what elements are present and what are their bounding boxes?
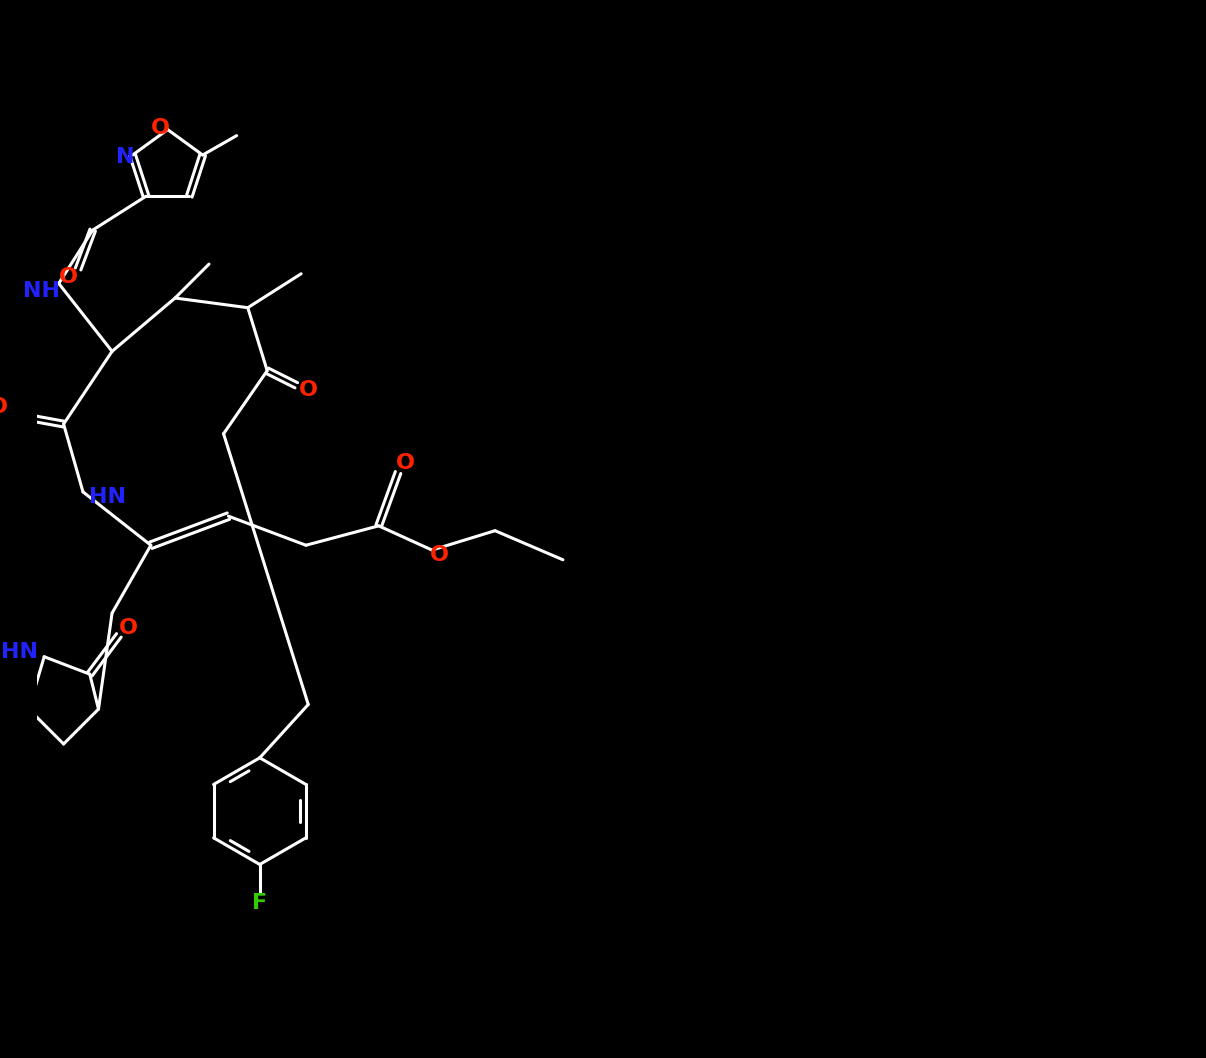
Text: O: O [59, 267, 78, 287]
Text: HN: HN [89, 487, 125, 507]
Text: NH: NH [23, 281, 60, 302]
Text: O: O [397, 453, 415, 473]
Text: O: O [298, 380, 317, 400]
Text: F: F [252, 893, 268, 913]
Text: O: O [151, 117, 169, 138]
Text: O: O [431, 545, 450, 565]
Text: N: N [116, 147, 134, 167]
Text: HN: HN [1, 642, 39, 662]
Text: O: O [119, 618, 137, 638]
Text: O: O [0, 397, 8, 417]
